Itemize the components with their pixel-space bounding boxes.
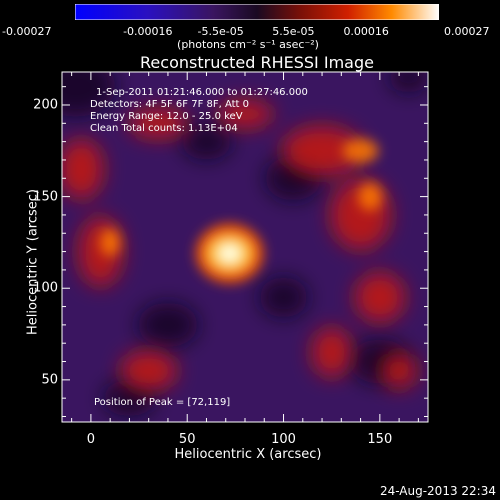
colorbar-tick-label: -0.00027 [2, 25, 52, 38]
y-tick-label: 200 [33, 97, 58, 113]
colorbar-tick-label: -5.5e-05 [197, 25, 244, 38]
y-axis-label: Heliocentric Y (arcsec) [25, 189, 41, 335]
image-warm-region [381, 352, 418, 389]
x-tick-label: 50 [178, 432, 196, 447]
y-tick-label: 150 [33, 189, 58, 205]
image-dark-region [137, 302, 198, 347]
x-tick-label: 100 [271, 432, 296, 447]
chart-title: Reconstructed RHESSI Image [140, 53, 374, 72]
colorbar-tick-label: 0.00027 [444, 25, 490, 38]
image-warm-region [311, 327, 352, 378]
annotation-detectors: Detectors: 4F 5F 6F 7F 8F, Att 0 [90, 99, 250, 110]
colorbar [75, 4, 439, 20]
annotation-peak: Position of Peak = [72,119] [94, 397, 231, 408]
annotation-clean: Clean Total counts: 1.13E+04 [90, 123, 238, 134]
annotation-time: 1-Sep-2011 01:21:46.000 to 01:27:46.000 [96, 87, 308, 98]
colorbar-units: (photons cm⁻² s⁻¹ asec⁻²) [177, 38, 319, 51]
y-tick-label: 100 [33, 280, 58, 296]
peak-source-core [218, 244, 241, 263]
image-hot-region [342, 138, 379, 163]
y-tick-label: 50 [41, 372, 58, 388]
colorbar-tick-label: 0.00016 [343, 25, 389, 38]
image-hot-region [100, 228, 121, 257]
colorbar-tick-label: 5.5e-05 [272, 25, 315, 38]
x-axis-label: Heliocentric X (arcsec) [174, 447, 322, 462]
footer-date: 24-Aug-2013 22:34 [379, 484, 496, 498]
image-hot-region [358, 182, 383, 211]
image-plot: 1-Sep-2011 01:21:46.000 to 01:27:46.000 … [62, 72, 428, 422]
colorbar-tick-label: -0.00016 [123, 25, 173, 38]
x-tick-label: 150 [367, 432, 393, 447]
x-tick-label: 0 [86, 432, 96, 447]
image-dark-region [259, 277, 308, 318]
image-warm-region [120, 350, 177, 391]
annotation-energy: Energy Range: 12.0 - 25.0 keV [90, 111, 243, 122]
image-warm-region [354, 272, 405, 323]
